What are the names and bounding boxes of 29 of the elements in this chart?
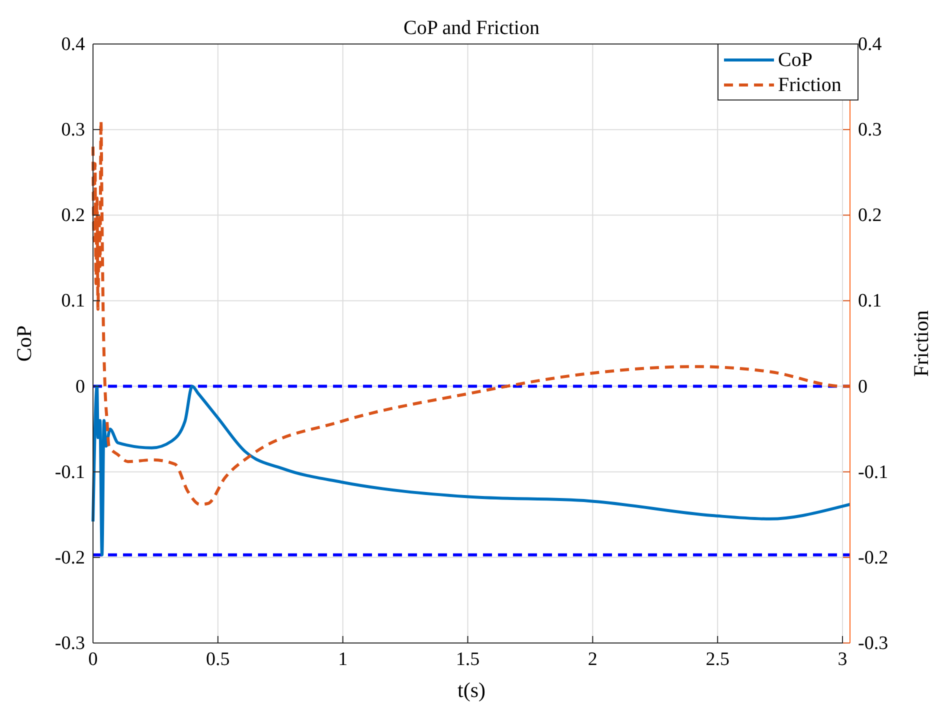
y2-tick-label: -0.2 <box>858 547 888 568</box>
y-tick-label: -0.2 <box>54 547 85 568</box>
x-tick-label: 0.5 <box>206 649 230 670</box>
x-tick-label: 2 <box>588 649 598 670</box>
y-axis-title: CoP <box>12 325 36 362</box>
y2-tick-label: -0.1 <box>858 462 888 483</box>
y2-tick-label: 0.1 <box>858 290 882 312</box>
y2-axis-title: Friction <box>909 310 933 377</box>
x-tick-label: 2.5 <box>706 649 730 670</box>
y2-tick-label: 0 <box>858 376 868 398</box>
x-tick-label: 1 <box>338 649 348 670</box>
x-tick-label: 1.5 <box>456 649 480 670</box>
x-axis-title: t(s) <box>458 678 486 702</box>
y-tick-label: -0.3 <box>54 633 85 654</box>
y-tick-label: -0.1 <box>54 462 85 483</box>
y2-tick-label: 0.2 <box>858 205 882 226</box>
y-tick-label: 0 <box>76 376 85 398</box>
y2-tick-label: 0.4 <box>858 34 882 55</box>
line-series <box>92 384 852 556</box>
y-tick-label: 0.3 <box>61 120 85 141</box>
legend-label: Friction <box>778 74 842 96</box>
y-tick-label: 0.1 <box>61 290 85 312</box>
y-tick-label: 0.2 <box>61 205 85 226</box>
y2-tick-label: 0.3 <box>858 120 882 141</box>
x-tick-label: 3 <box>838 649 848 670</box>
y-tick-label: 0.4 <box>61 34 86 55</box>
legend-label: CoP <box>778 49 812 71</box>
chart-title: CoP and Friction <box>404 17 540 39</box>
y2-tick-label: -0.3 <box>858 633 888 654</box>
